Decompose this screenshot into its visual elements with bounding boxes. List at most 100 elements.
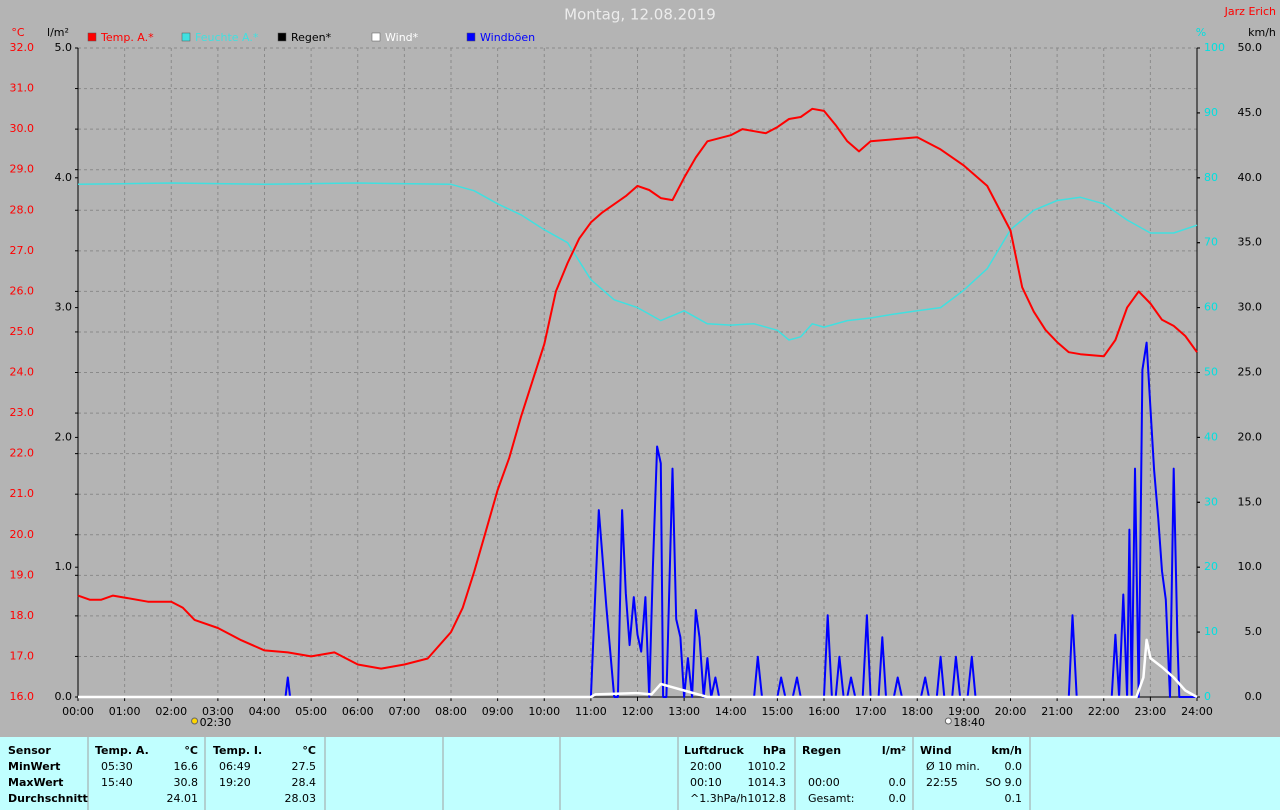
y-tick-label: 90 bbox=[1204, 106, 1218, 119]
y-tick-label: 23.0 bbox=[10, 406, 35, 419]
table-cell: Luftdruck bbox=[684, 744, 745, 757]
y-tick-label: 1.0 bbox=[55, 560, 73, 573]
table-cell: Gesamt: bbox=[808, 792, 855, 805]
y-tick-label: 40 bbox=[1204, 430, 1218, 443]
table-cell: Ø 10 min. bbox=[926, 760, 980, 773]
table-cell: 20:00 bbox=[690, 760, 722, 773]
x-tick-label: 08:00 bbox=[435, 705, 467, 718]
x-tick-label: 00:00 bbox=[62, 705, 94, 718]
x-tick-label: 17:00 bbox=[855, 705, 887, 718]
x-tick-label: 24:00 bbox=[1181, 705, 1213, 718]
y-tick-label: 30.0 bbox=[10, 122, 35, 135]
legend-label: Temp. A.* bbox=[100, 31, 154, 44]
legend-label: Wind* bbox=[385, 31, 419, 44]
y-tick-label: 10 bbox=[1204, 625, 1218, 638]
table-cell: l/m² bbox=[882, 744, 906, 757]
table-cell: 24.01 bbox=[167, 792, 199, 805]
chart-title: Montag, 12.08.2019 bbox=[564, 6, 716, 24]
x-tick-label: 16:00 bbox=[808, 705, 840, 718]
sun-marker bbox=[944, 717, 952, 725]
series-line bbox=[77, 107, 1198, 670]
legend-label: Feuchte A.* bbox=[195, 31, 259, 44]
x-tick-label: 11:00 bbox=[575, 705, 607, 718]
table-cell: 0.0 bbox=[889, 792, 907, 805]
y-tick-label: 80 bbox=[1204, 171, 1218, 184]
x-tick-label: 14:00 bbox=[715, 705, 747, 718]
x-tick-label: 21:00 bbox=[1041, 705, 1073, 718]
y-tick-label: 17.0 bbox=[10, 649, 35, 662]
y-tick-label: 21.0 bbox=[10, 487, 35, 500]
x-tick-label: 23:00 bbox=[1135, 705, 1167, 718]
x-tick-label: 05:00 bbox=[295, 705, 327, 718]
stats-table: Sensor Temp. A. °C Temp. I. °C Luftdruck hPa Re… bbox=[0, 737, 1280, 810]
table-cell: 06:49 bbox=[219, 760, 251, 773]
x-tick-label: 12:00 bbox=[622, 705, 654, 718]
y-tick-label: 20.0 bbox=[10, 528, 35, 541]
y-tick-label: 100 bbox=[1204, 41, 1225, 54]
table-cell: 00:00 bbox=[808, 776, 840, 789]
y-tick-label: 50 bbox=[1204, 366, 1218, 379]
legend-swatch bbox=[466, 32, 476, 42]
table-cell: 05:30 bbox=[101, 760, 133, 773]
y-tick-label: 15.0 bbox=[1238, 495, 1263, 508]
axis-unit: °C bbox=[11, 26, 25, 39]
x-tick-label: 10:00 bbox=[528, 705, 560, 718]
sun-label: 02:30 bbox=[200, 716, 232, 729]
author: Jarz Erich bbox=[1224, 5, 1276, 18]
table-cell: °C bbox=[302, 744, 316, 757]
x-tick-label: 01:00 bbox=[109, 705, 141, 718]
legend-swatch bbox=[181, 32, 191, 42]
table-cell: Temp. I. bbox=[213, 744, 262, 757]
y-tick-label: 27.0 bbox=[10, 244, 35, 257]
y-tick-label: 2.0 bbox=[55, 430, 73, 443]
table-lines bbox=[87, 737, 1031, 810]
x-tick-label: 09:00 bbox=[482, 705, 514, 718]
y-tick-label: 28.0 bbox=[10, 203, 35, 216]
x-tick-label: 15:00 bbox=[762, 705, 794, 718]
axis-unit: % bbox=[1196, 26, 1206, 39]
table-cell: 28.4 bbox=[292, 776, 317, 789]
y-tick-label: 26.0 bbox=[10, 284, 35, 297]
table-cell: 30.8 bbox=[174, 776, 199, 789]
series-line bbox=[78, 638, 1198, 699]
y-tick-label: 30.0 bbox=[1238, 301, 1263, 314]
sun-marker bbox=[191, 717, 199, 725]
row-label: MinWert bbox=[8, 760, 60, 773]
y-tick-label: 50.0 bbox=[1238, 41, 1263, 54]
y-tick-label: 32.0 bbox=[10, 41, 35, 54]
x-tick-label: 04:00 bbox=[249, 705, 281, 718]
y-tick-label: 0 bbox=[1204, 690, 1211, 703]
x-tick-label: 20:00 bbox=[995, 705, 1027, 718]
table-bg bbox=[0, 737, 1280, 810]
table-cell: 0.1 bbox=[1005, 792, 1023, 805]
y-tick-label: 22.0 bbox=[10, 447, 35, 460]
row-label: MaxWert bbox=[8, 776, 63, 789]
legend-swatch bbox=[87, 32, 97, 42]
table-cell: hPa bbox=[763, 744, 786, 757]
x-tick-label: 18:00 bbox=[901, 705, 933, 718]
legend-swatch bbox=[277, 32, 287, 42]
y-tick-label: 16.0 bbox=[10, 690, 35, 703]
y-tick-label: 31.0 bbox=[10, 82, 35, 95]
series-line bbox=[77, 182, 1198, 341]
table-cell: Temp. A. bbox=[95, 744, 149, 757]
chart: Montag, 12.08.2019 Jarz Erich °C l/m² % … bbox=[10, 5, 1277, 729]
y-tick-label: 3.0 bbox=[55, 301, 73, 314]
y-tick-label: 0.0 bbox=[55, 690, 73, 703]
y-tick-label: 5.0 bbox=[55, 41, 73, 54]
x-tick-label: 22:00 bbox=[1088, 705, 1120, 718]
y-tick-label: 45.0 bbox=[1238, 106, 1263, 119]
table-cell: 0.0 bbox=[889, 776, 907, 789]
table-cell: Wind bbox=[920, 744, 952, 757]
y-tick-label: 10.0 bbox=[1238, 560, 1263, 573]
y-tick-label: 60 bbox=[1204, 301, 1218, 314]
table-cell: 15:40 bbox=[101, 776, 133, 789]
y-tick-label: 0.0 bbox=[1245, 690, 1263, 703]
table-cell: km/h bbox=[991, 744, 1022, 757]
table-cell: 16.6 bbox=[174, 760, 199, 773]
legend-label: Regen* bbox=[291, 31, 332, 44]
table-cell: 1014.3 bbox=[748, 776, 787, 789]
table-cell: 19:20 bbox=[219, 776, 251, 789]
legend-label: Windböen bbox=[480, 31, 535, 44]
